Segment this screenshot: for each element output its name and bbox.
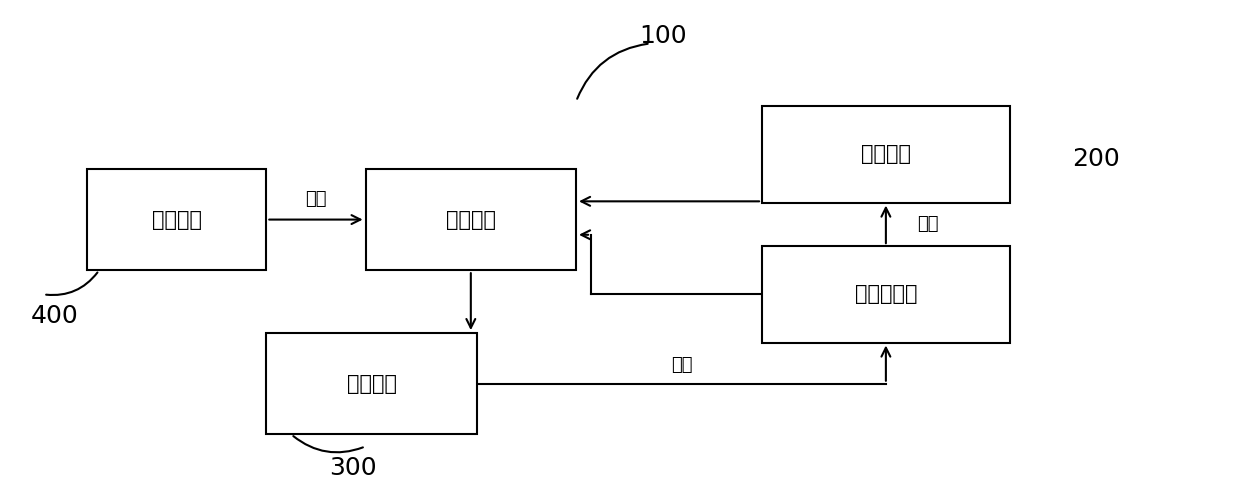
Text: 100: 100	[639, 24, 686, 48]
Bar	[762, 246, 1010, 343]
Bar	[366, 169, 576, 270]
Text: 200: 200	[1072, 147, 1120, 171]
Bar	[87, 169, 266, 270]
Text: 控制: 控制	[305, 190, 327, 208]
Bar	[762, 106, 1010, 203]
Text: 放置: 放置	[917, 215, 938, 233]
Bar	[266, 333, 477, 434]
Text: 视觉相机: 视觉相机	[446, 209, 496, 229]
Text: 处理模块: 处理模块	[347, 374, 396, 394]
Text: 机械装置: 机械装置	[151, 209, 202, 229]
Text: 300: 300	[330, 456, 377, 480]
Text: 待点胶工件: 待点胶工件	[855, 284, 917, 304]
Text: 400: 400	[31, 304, 79, 328]
Text: 定位: 定位	[670, 356, 693, 374]
Text: 点胶平台: 点胶平台	[861, 144, 911, 164]
